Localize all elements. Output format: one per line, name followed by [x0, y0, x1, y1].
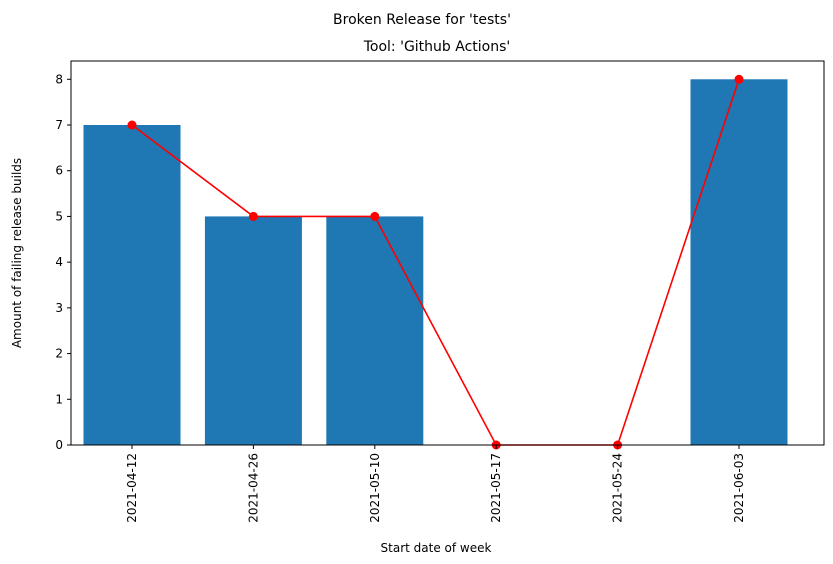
x-tick-label: 2021-06-03: [732, 453, 746, 523]
x-axis: 2021-04-12 2021-04-26 2021-05-10 2021-05-17…: [125, 445, 746, 523]
y-tick-label: 6: [55, 164, 63, 178]
chart-title: Broken Release for 'tests': [333, 12, 511, 28]
y-tick-label: 1: [55, 392, 63, 406]
x-tick-label: 2021-05-10: [368, 453, 382, 523]
y-tick-label: 5: [55, 209, 63, 223]
y-axis-label: Amount of failing release builds: [10, 158, 24, 348]
bar-2021-05-10: [326, 216, 424, 445]
bar-group: [83, 79, 788, 446]
bar-2021-04-26: [204, 216, 302, 445]
line-point-2021-06-03: [734, 74, 744, 84]
y-tick-label: 7: [55, 118, 63, 132]
x-tick-label: 2021-04-12: [125, 453, 139, 523]
x-tick-label: 2021-04-26: [246, 453, 260, 523]
line-point-2021-05-10: [370, 211, 380, 221]
y-tick-label: 2: [55, 347, 63, 361]
y-tick-label: 3: [55, 301, 63, 315]
y-tick-label: 0: [55, 438, 63, 452]
plot-frame: [70, 60, 825, 446]
y-tick-label: 8: [55, 72, 63, 86]
bar-2021-04-12: [83, 125, 181, 445]
line-path: [131, 79, 740, 446]
x-tick-label: 2021-05-17: [489, 453, 503, 523]
line-point-2021-04-12: [127, 120, 137, 130]
x-axis-label: Start date of week: [381, 541, 492, 555]
line-point-2021-04-26: [248, 211, 258, 221]
line-series: [127, 74, 744, 450]
y-axis: 0 1 2 3 4 5 6 7 8: [55, 72, 71, 452]
bar-2021-06-03: [690, 79, 788, 446]
y-tick-label: 4: [55, 255, 63, 269]
chart-subtitle: Tool: 'Github Actions': [363, 39, 511, 55]
x-tick-label: 2021-05-24: [611, 453, 625, 523]
